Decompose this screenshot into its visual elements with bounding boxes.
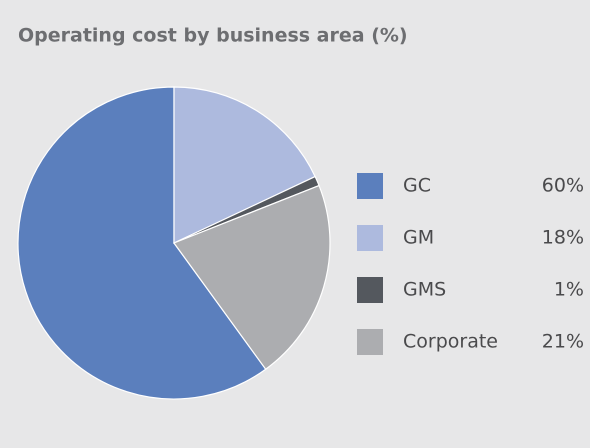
pie-slice — [173, 86, 316, 244]
pie-slice — [173, 184, 331, 371]
legend-swatch — [357, 173, 383, 199]
pie-slice — [17, 86, 267, 400]
legend-swatch — [357, 277, 383, 303]
chart-title: Operating cost by business area (%) — [18, 25, 408, 47]
value-label: 60% — [542, 175, 584, 197]
legend-swatch — [357, 329, 383, 355]
legend-label: GC — [403, 175, 431, 197]
legend-swatch — [357, 225, 383, 251]
legend-label: GM — [403, 227, 434, 249]
legend-label: GMS — [403, 279, 446, 301]
value-label: 21% — [542, 331, 584, 353]
value-label: 18% — [542, 227, 584, 249]
value-label: 1% — [554, 279, 584, 301]
legend-label: Corporate — [403, 331, 498, 353]
